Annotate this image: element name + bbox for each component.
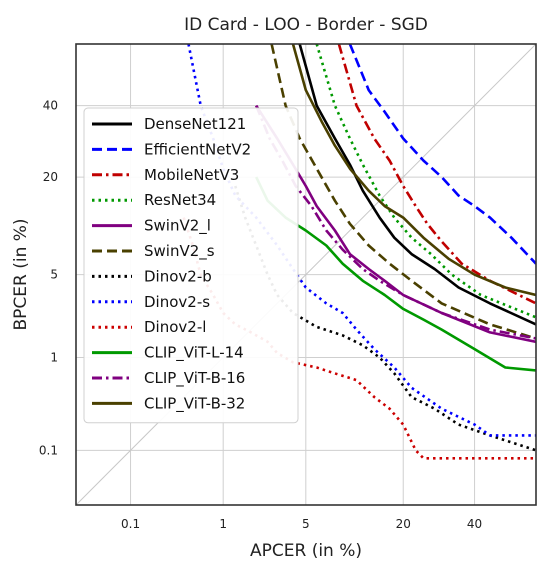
legend-label-resnet34: ResNet34 xyxy=(144,191,216,209)
y-ticks: 0.1 1 5 20 40 xyxy=(39,99,58,458)
legend-label-swinv2-s: SwinV2_s xyxy=(144,242,215,261)
legend-label-clip-vit-b-32: CLIP_ViT-B-32 xyxy=(144,394,245,413)
x-tick-label: 20 xyxy=(396,517,411,531)
legend: DenseNet121 EfficientNetV2 MobileNetV3 ResN… xyxy=(83,107,299,424)
series-line-efficientnetv2 xyxy=(348,44,536,265)
series-line-clip-vit-b-32 xyxy=(291,44,536,297)
x-tick-label: 40 xyxy=(467,517,482,531)
x-tick-label: 5 xyxy=(302,517,310,531)
y-axis-label: BPCER (in %) xyxy=(11,218,31,330)
legend-label-dinov2-b: Dinov2-b xyxy=(144,267,212,285)
y-tick-label: 5 xyxy=(50,268,58,282)
x-tick-label: 0.1 xyxy=(121,517,140,531)
x-tick-label: 1 xyxy=(219,517,227,531)
y-tick-label: 0.1 xyxy=(39,443,58,457)
legend-label-dinov2-s: Dinov2-s xyxy=(144,293,210,311)
legend-label-mobilenetv3: MobileNetV3 xyxy=(144,166,239,184)
series-line-densenet121 xyxy=(298,44,536,326)
legend-label-clip-vit-b-16: CLIP_ViT-B-16 xyxy=(144,369,245,388)
legend-label-densenet121: DenseNet121 xyxy=(144,115,246,133)
legend-label-efficientnetv2: EfficientNetV2 xyxy=(144,140,251,158)
plot-frame xyxy=(75,43,537,506)
legend-label-clip-vit-l-14: CLIP_ViT-L-14 xyxy=(144,344,244,363)
y-tick-label: 1 xyxy=(50,350,58,364)
x-axis-label: APCER (in %) xyxy=(250,541,362,561)
series-line-clip-vit-b-16 xyxy=(254,105,536,340)
legend-box xyxy=(83,107,299,424)
x-ticks: 0.1 1 5 20 40 xyxy=(121,517,482,531)
series-line-mobilenetv3 xyxy=(337,44,536,305)
diagonal-reference-line xyxy=(75,43,537,506)
chart-title: ID Card - LOO - Border - SGD xyxy=(184,15,428,35)
series-line-dinov2-s xyxy=(187,44,536,437)
y-tick-label: 40 xyxy=(43,99,58,113)
legend-label-dinov2-l: Dinov2-l xyxy=(144,318,206,336)
y-tick-label: 20 xyxy=(43,170,58,184)
legend-label-swinv2-l: SwinV2_l xyxy=(144,217,211,236)
